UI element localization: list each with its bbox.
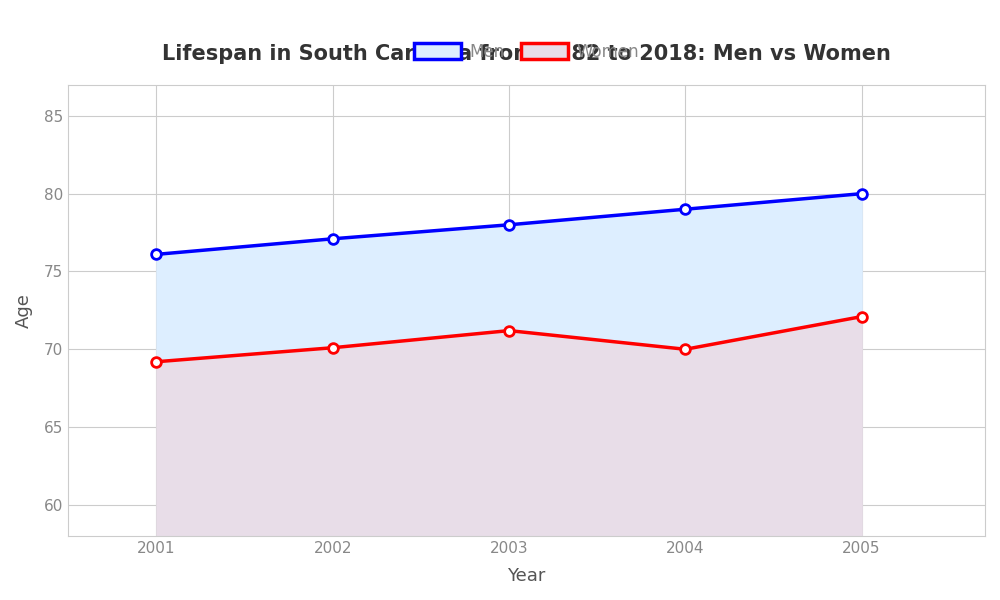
Y-axis label: Age: Age xyxy=(15,293,33,328)
Legend: Men, Women: Men, Women xyxy=(406,34,647,69)
X-axis label: Year: Year xyxy=(507,567,546,585)
Title: Lifespan in South Carolina from 1982 to 2018: Men vs Women: Lifespan in South Carolina from 1982 to … xyxy=(162,44,891,64)
